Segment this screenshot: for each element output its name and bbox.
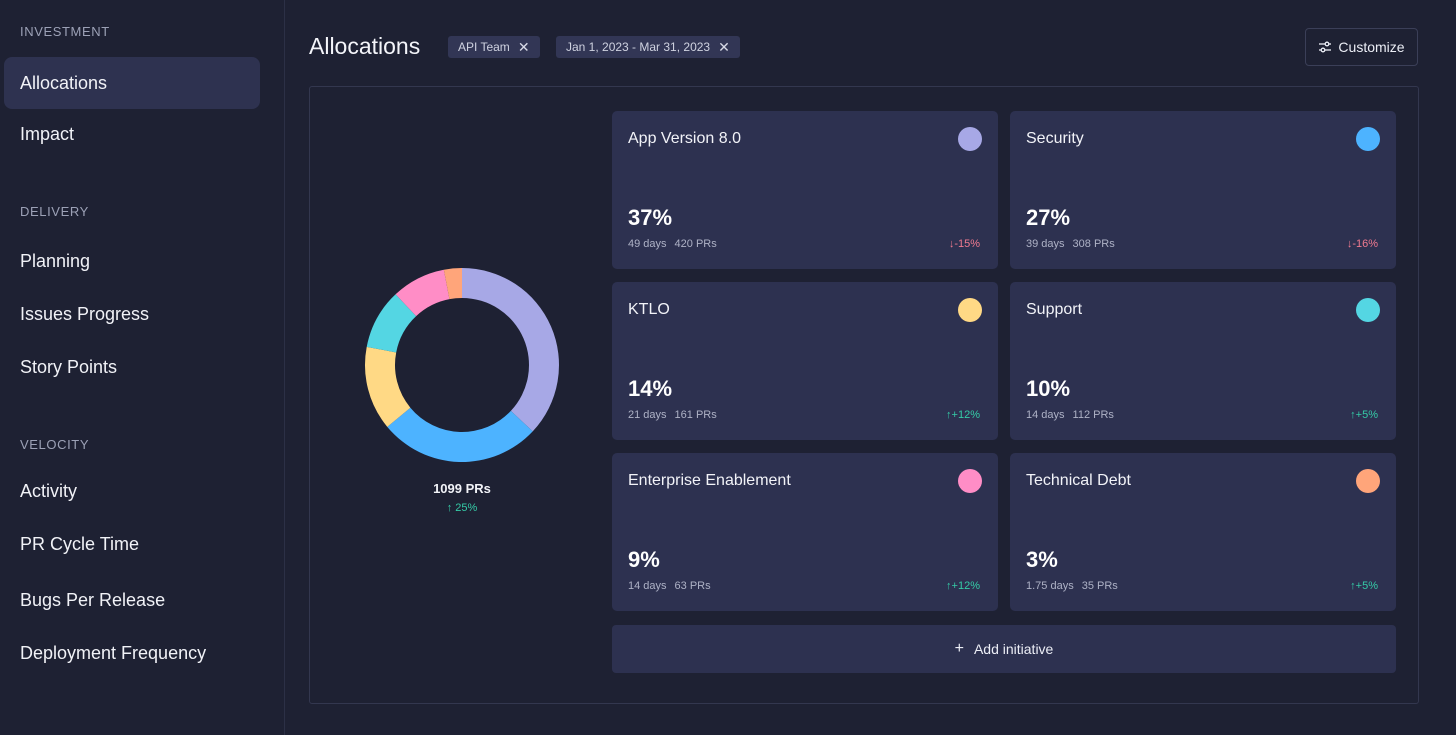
sliders-icon xyxy=(1319,41,1332,53)
filter-chip-date-range: Jan 1, 2023 - Mar 31, 2023 ✕ xyxy=(556,36,740,58)
donut-segment-ktlo xyxy=(365,346,411,427)
initiative-days: 21 days xyxy=(628,409,667,421)
initiative-delta: ↓-16% xyxy=(1346,238,1378,250)
initiative-percent: 10% xyxy=(1026,376,1071,401)
initiative-meta: 14 days 63 PRs xyxy=(628,580,711,592)
allocation-donut-chart xyxy=(362,265,562,465)
initiative-delta: ↑+12% xyxy=(946,409,980,421)
sidebar: INVESTMENT Allocations Impact DELIVERY P… xyxy=(0,0,285,735)
initiative-card-ktlo[interactable]: KTLO 14% 21 days 161 PRs ↑+12% xyxy=(612,282,998,440)
initiative-percent: 14% xyxy=(628,376,673,401)
sidebar-item-story-points[interactable]: Story Points xyxy=(20,356,118,377)
color-dot xyxy=(1356,469,1380,493)
add-initiative-button[interactable]: + Add initiative xyxy=(612,625,1396,673)
close-icon[interactable]: ✕ xyxy=(718,39,730,55)
section-title-velocity: VELOCITY xyxy=(20,437,90,452)
customize-label: Customize xyxy=(1338,39,1405,55)
initiative-percent: 37% xyxy=(628,205,673,230)
allocations-panel: 1099 PRs ↑ 25% App Version 8.0 37% 49 da… xyxy=(309,86,1419,704)
initiative-card-security[interactable]: Security 27% 39 days 308 PRs ↓-16% xyxy=(1010,111,1396,269)
donut-change: ↑ 25% xyxy=(446,502,478,514)
donut-segment-enterprise-enablement xyxy=(395,269,450,317)
initiative-days: 14 days xyxy=(1026,409,1065,421)
initiative-meta: 39 days 308 PRs xyxy=(1026,238,1115,250)
donut-segment-app-version-8-0 xyxy=(462,268,559,432)
page-title: Allocations xyxy=(309,33,421,59)
add-initiative-label: Add initiative xyxy=(973,641,1054,657)
donut-total: 1099 PRs xyxy=(433,481,491,496)
initiative-name: Support xyxy=(1026,301,1083,318)
close-icon[interactable]: ✕ xyxy=(517,39,530,55)
sidebar-item-allocations[interactable]: Allocations xyxy=(4,57,260,109)
sidebar-item-pr-cycle-time[interactable]: PR Cycle Time xyxy=(20,533,140,554)
initiative-prs: 63 PRs xyxy=(674,580,711,592)
plus-icon: + xyxy=(954,640,964,657)
initiative-prs: 112 PRs xyxy=(1072,409,1114,421)
initiative-name: Technical Debt xyxy=(1026,472,1131,489)
donut-segment-support xyxy=(366,294,417,353)
initiative-meta: 14 days 112 PRs xyxy=(1026,409,1114,421)
color-dot xyxy=(958,127,982,151)
color-dot xyxy=(958,469,982,493)
initiative-name: App Version 8.0 xyxy=(628,130,741,147)
filter-chip-label: Jan 1, 2023 - Mar 31, 2023 xyxy=(566,40,711,54)
initiative-delta: ↑+12% xyxy=(946,580,980,592)
section-title-delivery: DELIVERY xyxy=(20,204,89,219)
sidebar-item-planning[interactable]: Planning xyxy=(20,250,91,271)
donut-segment-security xyxy=(387,407,533,462)
initiative-name: KTLO xyxy=(628,301,670,318)
donut-segment-technical-debt xyxy=(443,268,462,300)
sidebar-item-issues-progress[interactable]: Issues Progress xyxy=(20,303,150,324)
initiative-card-app-version[interactable]: App Version 8.0 37% 49 days 420 PRs ↓-15% xyxy=(612,111,998,269)
color-dot xyxy=(958,298,982,322)
initiative-meta: 21 days 161 PRs xyxy=(628,409,717,421)
sidebar-item-activity[interactable]: Activity xyxy=(20,480,78,501)
filter-chip-team: API Team ✕ xyxy=(448,36,540,58)
initiative-days: 1.75 days xyxy=(1026,580,1074,592)
initiative-card-support[interactable]: Support 10% 14 days 112 PRs ↑+5% xyxy=(1010,282,1396,440)
initiative-percent: 3% xyxy=(1026,547,1058,572)
initiative-delta: ↑+5% xyxy=(1350,580,1378,592)
initiative-days: 49 days xyxy=(628,238,667,250)
initiative-percent: 27% xyxy=(1026,205,1071,230)
initiative-prs: 35 PRs xyxy=(1081,580,1118,592)
sidebar-item-deployment-frequency[interactable]: Deployment Frequency xyxy=(20,642,207,663)
initiative-name: Enterprise Enablement xyxy=(628,472,791,489)
initiative-meta: 1.75 days 35 PRs xyxy=(1026,580,1118,592)
initiative-percent: 9% xyxy=(628,547,660,572)
initiative-card-enterprise-enablement[interactable]: Enterprise Enablement 9% 14 days 63 PRs ↑… xyxy=(612,453,998,611)
initiative-prs: 308 PRs xyxy=(1072,238,1115,250)
initiative-name: Security xyxy=(1026,130,1084,147)
initiative-days: 14 days xyxy=(628,580,667,592)
initiative-prs: 161 PRs xyxy=(674,409,717,421)
initiative-prs: 420 PRs xyxy=(674,238,717,250)
initiative-delta: ↑+5% xyxy=(1350,409,1378,421)
color-dot xyxy=(1356,298,1380,322)
customize-button[interactable]: Customize xyxy=(1305,28,1418,66)
filter-chip-label: API Team xyxy=(458,40,510,54)
initiative-card-technical-debt[interactable]: Technical Debt 3% 1.75 days 35 PRs ↑+5% xyxy=(1010,453,1396,611)
initiative-delta: ↓-15% xyxy=(948,238,980,250)
color-dot xyxy=(1356,127,1380,151)
initiative-days: 39 days xyxy=(1026,238,1065,250)
initiative-meta: 49 days 420 PRs xyxy=(628,238,717,250)
main-content: Allocations API Team ✕ Jan 1, 2023 - Mar… xyxy=(285,0,1456,735)
sidebar-item-bugs-per-release[interactable]: Bugs Per Release xyxy=(20,589,166,610)
section-title-investment: INVESTMENT xyxy=(20,24,110,39)
sidebar-item-impact[interactable]: Impact xyxy=(20,123,75,144)
